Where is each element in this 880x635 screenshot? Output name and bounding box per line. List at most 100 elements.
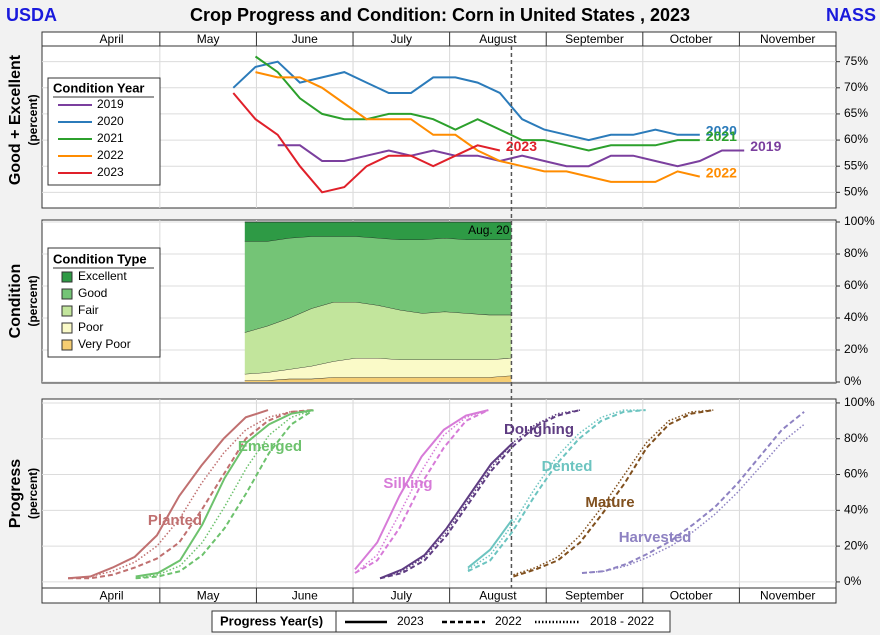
x-tick-label: August [479,589,517,603]
legend-label: 2023 [397,614,424,628]
end-label: 2022 [706,164,737,180]
y-tick-label: 20% [844,538,868,552]
legend-label: 2022 [495,614,522,628]
annotation: Aug. 20 [468,223,510,237]
legend-swatch [61,271,73,283]
x-tick-label: September [565,32,624,46]
progress-line [513,409,714,576]
legend-title: Condition Type [53,251,147,266]
y-tick-label: 40% [844,310,868,324]
y-tick-label: 50% [844,184,868,198]
x-tick-label: August [479,32,517,46]
y-tick-label: 100% [844,214,875,228]
x-tick-label: November [760,589,815,603]
line [232,60,700,142]
progress-line [379,441,515,580]
progress-line [467,518,514,569]
y-axis-sublabel: (percent) [26,275,40,326]
legend-swatch [61,288,73,300]
legend-label: Very Poor [78,337,131,351]
y-tick-label: 70% [844,80,868,94]
x-tick-label: July [391,589,412,603]
y-axis-sublabel: (percent) [26,94,40,145]
stage-label: Doughing [504,421,574,438]
x-tick-label: November [760,32,815,46]
legend-label: Poor [78,320,103,334]
progress-line [379,409,581,580]
stage-label: Dented [542,458,593,475]
legend-label: Excellent [78,269,127,283]
x-tick-label: April [100,32,124,46]
progress-line [581,423,805,574]
line [232,92,501,194]
legend-swatch [61,339,73,351]
x-tick-label: April [100,589,124,603]
x-tick-label: May [197,32,220,46]
legend-label: Good [78,286,107,300]
area [244,236,512,333]
progress-line [581,411,805,574]
progress-line [467,409,646,571]
progress-line [135,409,314,580]
stage-label: Mature [585,494,634,511]
x-tick-label: October [670,32,713,46]
area [244,302,512,374]
y-tick-label: 60% [844,132,868,146]
y-tick-label: 100% [844,395,875,409]
legend-title: Condition Year [53,80,145,95]
panel-frame [41,398,837,604]
y-tick-label: 65% [844,106,868,120]
legend: Progress Year(s) 2023 2022 2018 - 2022 [211,610,671,633]
x-tick-label: June [292,32,318,46]
line [255,71,701,183]
progress-line [354,409,489,571]
legend: Condition Year 2019 2020 2021 2022 2023 [47,77,161,186]
progress-line [135,409,314,578]
y-axis-label: Condition [7,264,24,339]
month-strip [41,31,837,47]
legend-label: 2023 [97,165,124,179]
progress-line [513,409,714,578]
legend-swatch [61,322,73,334]
stage-label: Emerged [238,438,302,455]
legend-label: 2020 [97,114,124,128]
y-tick-label: 60% [844,278,868,292]
chart-title: Crop Progress and Condition: Corn in Uni… [190,5,690,25]
y-tick-label: 40% [844,502,868,516]
y-axis-label: Good + Excellent [7,54,24,185]
x-tick-label: June [292,589,318,603]
progress-line [68,409,269,580]
panel-frame [41,31,837,209]
legend-box [211,610,671,633]
y-tick-label: 80% [844,431,868,445]
progress-line [354,409,489,574]
progress-line [354,409,489,574]
area [244,222,512,242]
x-tick-label: July [391,32,412,46]
legend: Condition Type Excellent Good Fair Poor Very … [47,247,161,358]
stage-label: Harvested [619,529,692,546]
legend-label: 2019 [97,97,124,111]
y-tick-label: 55% [844,158,868,172]
source-left: USDA [6,5,57,25]
plot-layer: April May June July August September October No… [7,31,875,633]
source-right: NASS [826,5,876,25]
end-label: 2023 [506,138,537,154]
progress-line [467,409,646,573]
line [254,55,700,152]
x-tick-label: October [670,589,713,603]
y-tick-label: 60% [844,467,868,481]
progress-line [379,409,581,580]
y-tick-label: 0% [844,374,862,388]
legend-swatch [61,305,73,317]
y-axis-sublabel: (percent) [26,468,40,519]
y-tick-label: 80% [844,246,868,260]
end-label: 2019 [750,138,781,154]
legend-label: 2021 [97,131,124,145]
month-strip [41,587,837,604]
stage-label: Silking [383,475,432,492]
progress-line [68,409,313,580]
x-tick-label: May [197,589,220,603]
y-axis-label: Progress [7,459,24,528]
